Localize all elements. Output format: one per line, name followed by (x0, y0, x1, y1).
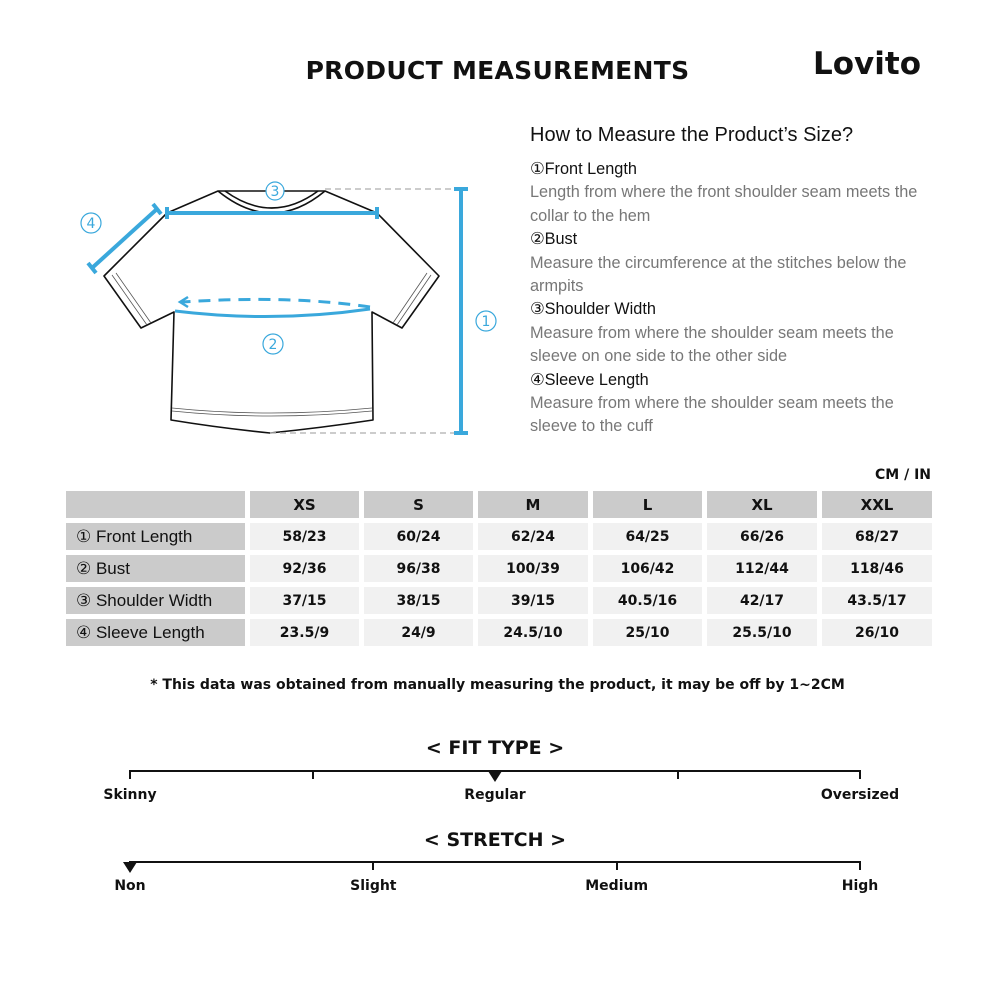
guide-item: ③Shoulder Width Measure from where the sh… (530, 298, 930, 368)
table-cell: 39/15 (478, 587, 588, 614)
selected-marker-icon (488, 771, 502, 782)
table-cell: 60/24 (364, 523, 473, 550)
scale-label: Oversized (820, 787, 900, 803)
tshirt-outline (103, 190, 440, 434)
size-header: M (478, 491, 588, 518)
label-sleeve-length: 4 (87, 216, 96, 232)
table-cell: 112/44 (707, 555, 817, 582)
table-cell: 66/26 (707, 523, 817, 550)
guide-item-desc: Measure from where the shoulder seam mee… (530, 323, 894, 366)
table-cell: 25/10 (593, 619, 702, 646)
guide-item-title: ②Bust (530, 230, 578, 249)
table-cell: 40.5/16 (593, 587, 702, 614)
table-cell: 92/36 (250, 555, 359, 582)
guide-item: ①Front Length Length from where the front… (530, 158, 930, 228)
scale-tick (859, 861, 861, 870)
scale-tick (676, 770, 679, 779)
guide-item-title: ③Shoulder Width (530, 300, 656, 319)
scale-label: Non (114, 878, 146, 894)
guide-item-title: ④Sleeve Length (530, 370, 649, 389)
measurement-note: * This data was obtained from manually m… (150, 677, 845, 693)
guide-item-desc: Length from where the front shoulder sea… (530, 183, 918, 225)
table-cell: 42/17 (707, 587, 817, 614)
table-cell: 118/46 (822, 555, 932, 582)
selected-marker-icon (123, 862, 137, 873)
scale-tick (859, 770, 861, 779)
scale-label: Medium (585, 878, 649, 894)
guide-item: ②Bust Measure the circumference at the st… (530, 228, 930, 298)
table-cell: 24/9 (364, 619, 473, 646)
tshirt-diagram: 3 4 2 1 (80, 181, 497, 435)
row-label: ② Bust (66, 555, 245, 582)
scale-label: Skinny (103, 787, 157, 803)
size-header: XXL (822, 491, 932, 518)
table-cell: 96/38 (364, 555, 473, 582)
scale-tick (129, 770, 131, 779)
size-header: XS (250, 491, 359, 518)
label-shoulder-width: 3 (271, 184, 280, 200)
size-header: L (593, 491, 702, 518)
table-cell: 58/23 (250, 523, 359, 550)
scale-tick (615, 861, 618, 870)
label-front-length: 1 (482, 314, 491, 330)
fit-type-title: < FIT TYPE > (425, 737, 565, 759)
table-cell: 100/39 (478, 555, 588, 582)
row-label: ④ Sleeve Length (66, 619, 245, 646)
brand-logo: Lovito (813, 46, 922, 82)
unit-label: CM / IN (875, 467, 931, 483)
row-label: ③ Shoulder Width (66, 587, 245, 614)
label-bust: 2 (269, 337, 278, 353)
page-title: PRODUCT MEASUREMENTS (305, 56, 690, 85)
scale-tick (372, 861, 375, 870)
measurement-lines (86, 187, 468, 435)
row-label: ① Front Length (66, 523, 245, 550)
scale-label: High (841, 878, 879, 894)
measure-guide: ①Front Length Length from where the front… (530, 158, 930, 439)
table-cell: 25.5/10 (707, 619, 817, 646)
size-header: XL (707, 491, 817, 518)
table-cell: 37/15 (250, 587, 359, 614)
table-cell: 23.5/9 (250, 619, 359, 646)
guide-heading: How to Measure the Product’s Size? (530, 124, 854, 146)
table-cell: 24.5/10 (478, 619, 588, 646)
scale-tick (311, 770, 314, 779)
guide-item-desc: Measure from where the shoulder seam mee… (530, 394, 894, 436)
table-cell: 26/10 (822, 619, 932, 646)
table-cell: 62/24 (478, 523, 588, 550)
table-cell: 68/27 (822, 523, 932, 550)
scale-label: Slight (350, 878, 397, 894)
guide-item-title: ①Front Length (530, 160, 637, 178)
table-cell: 106/42 (593, 555, 702, 582)
guide-item: ④Sleeve Length Measure from where the sho… (530, 369, 930, 439)
guide-item-desc: Measure the circumference at the stitche… (530, 253, 907, 296)
table-header-corner (66, 491, 245, 518)
table-cell: 43.5/17 (822, 587, 932, 614)
scale-label: Regular (464, 787, 526, 803)
scale-line (130, 861, 861, 863)
stretch-title: < STRETCH > (423, 829, 567, 851)
size-header: S (364, 491, 473, 518)
table-cell: 64/25 (593, 523, 702, 550)
table-cell: 38/15 (364, 587, 473, 614)
